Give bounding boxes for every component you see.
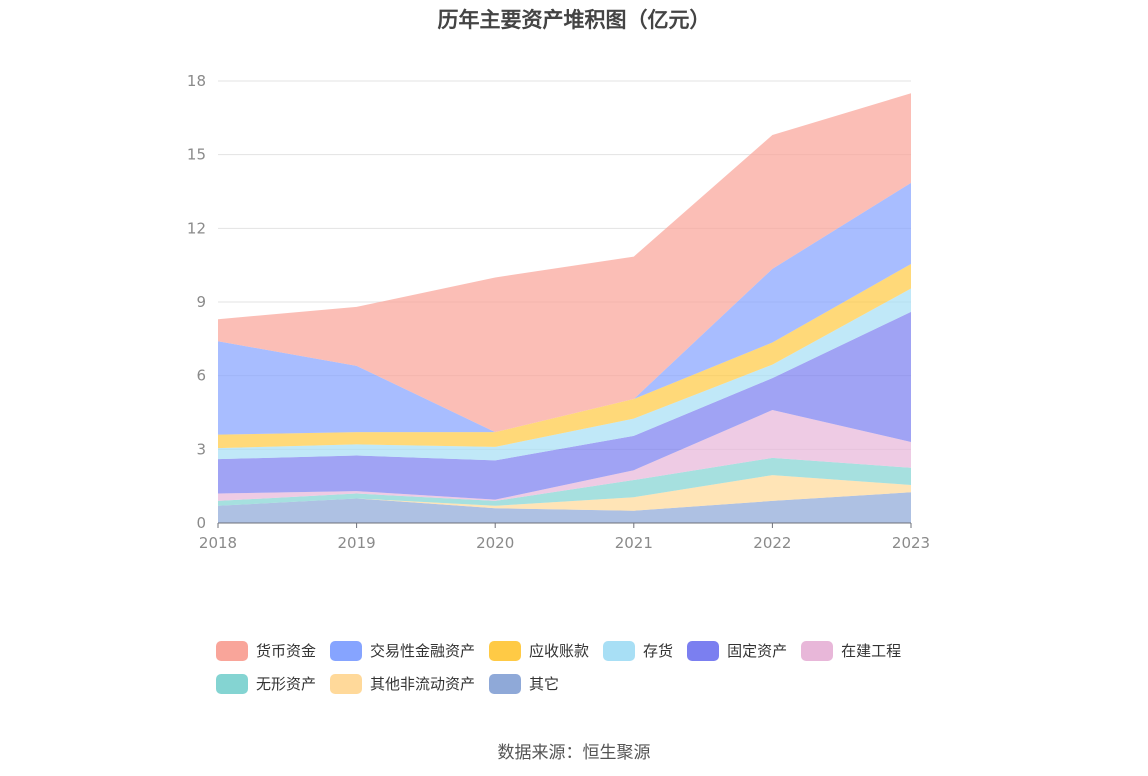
legend-item[interactable]: 应收账款	[489, 640, 589, 661]
legend-label: 固定资产	[727, 642, 788, 660]
y-tick-label: 18	[187, 72, 206, 90]
y-tick-label: 15	[187, 146, 206, 164]
y-tick-label: 12	[187, 219, 206, 237]
area-series-0	[218, 492, 911, 523]
x-tick-label: 2018	[199, 534, 237, 552]
legend-swatch	[216, 640, 248, 661]
legend-swatch	[330, 640, 363, 661]
legend-swatch	[687, 640, 720, 661]
x-tick-label: 2023	[892, 534, 930, 552]
legend-item[interactable]: 存货	[603, 640, 673, 661]
legend-label: 其他非流动资产	[370, 675, 476, 693]
x-tick-label: 2021	[615, 534, 653, 552]
legend-swatch	[330, 673, 363, 694]
legend-label: 货币资金	[256, 642, 317, 660]
legend-item[interactable]: 交易性金融资产	[330, 640, 475, 661]
y-tick-label: 0	[196, 514, 206, 532]
stacked-areas	[218, 93, 911, 523]
legend-swatch	[489, 673, 522, 694]
area-series-3	[218, 410, 911, 501]
legend-swatch	[489, 640, 522, 661]
y-tick-label: 3	[196, 440, 206, 458]
legend-item[interactable]: 无形资产	[216, 673, 316, 694]
legend-swatch	[603, 640, 636, 661]
legend-label: 其它	[529, 675, 560, 693]
legend-item[interactable]: 固定资产	[687, 640, 787, 661]
legend-label: 交易性金融资产	[370, 642, 476, 660]
legend-label: 存货	[643, 642, 674, 660]
source-note: 数据来源：恒生聚源	[497, 743, 651, 763]
legend-swatch	[801, 640, 834, 661]
y-tick-label: 9	[196, 293, 206, 311]
area-series-5	[218, 288, 911, 461]
legend-label: 在建工程	[841, 642, 902, 660]
area-series-2	[218, 457, 911, 506]
area-series-4	[218, 311, 911, 500]
area-series-8	[218, 93, 911, 433]
axes: 0 3 6 9 12 15 18 2018 2019 2020 2021 2022 2023	[187, 72, 930, 552]
area-series-6	[218, 263, 911, 449]
legend-item[interactable]: 其他非流动资产	[330, 673, 475, 694]
legend-item[interactable]: 其它	[489, 673, 559, 694]
area-series-7	[218, 182, 911, 435]
legend: 货币资金 交易性金融资产 应收账款 存货 固定资产 在建工程无形资产 其他非流动资产 其它	[216, 640, 976, 694]
legend-item[interactable]: 在建工程	[801, 640, 901, 661]
x-tick-label: 2019	[338, 534, 376, 552]
legend-swatch	[216, 673, 248, 694]
area-series-1	[218, 475, 911, 511]
x-tick-label: 2020	[476, 534, 514, 552]
x-tick-label: 2022	[753, 534, 791, 552]
y-tick-label: 6	[196, 367, 206, 385]
chart-title: 历年主要资产堆积图（亿元）	[437, 8, 711, 32]
legend-item[interactable]: 货币资金	[216, 640, 316, 661]
legend-label: 无形资产	[256, 675, 317, 693]
legend-label: 应收账款	[529, 642, 590, 660]
